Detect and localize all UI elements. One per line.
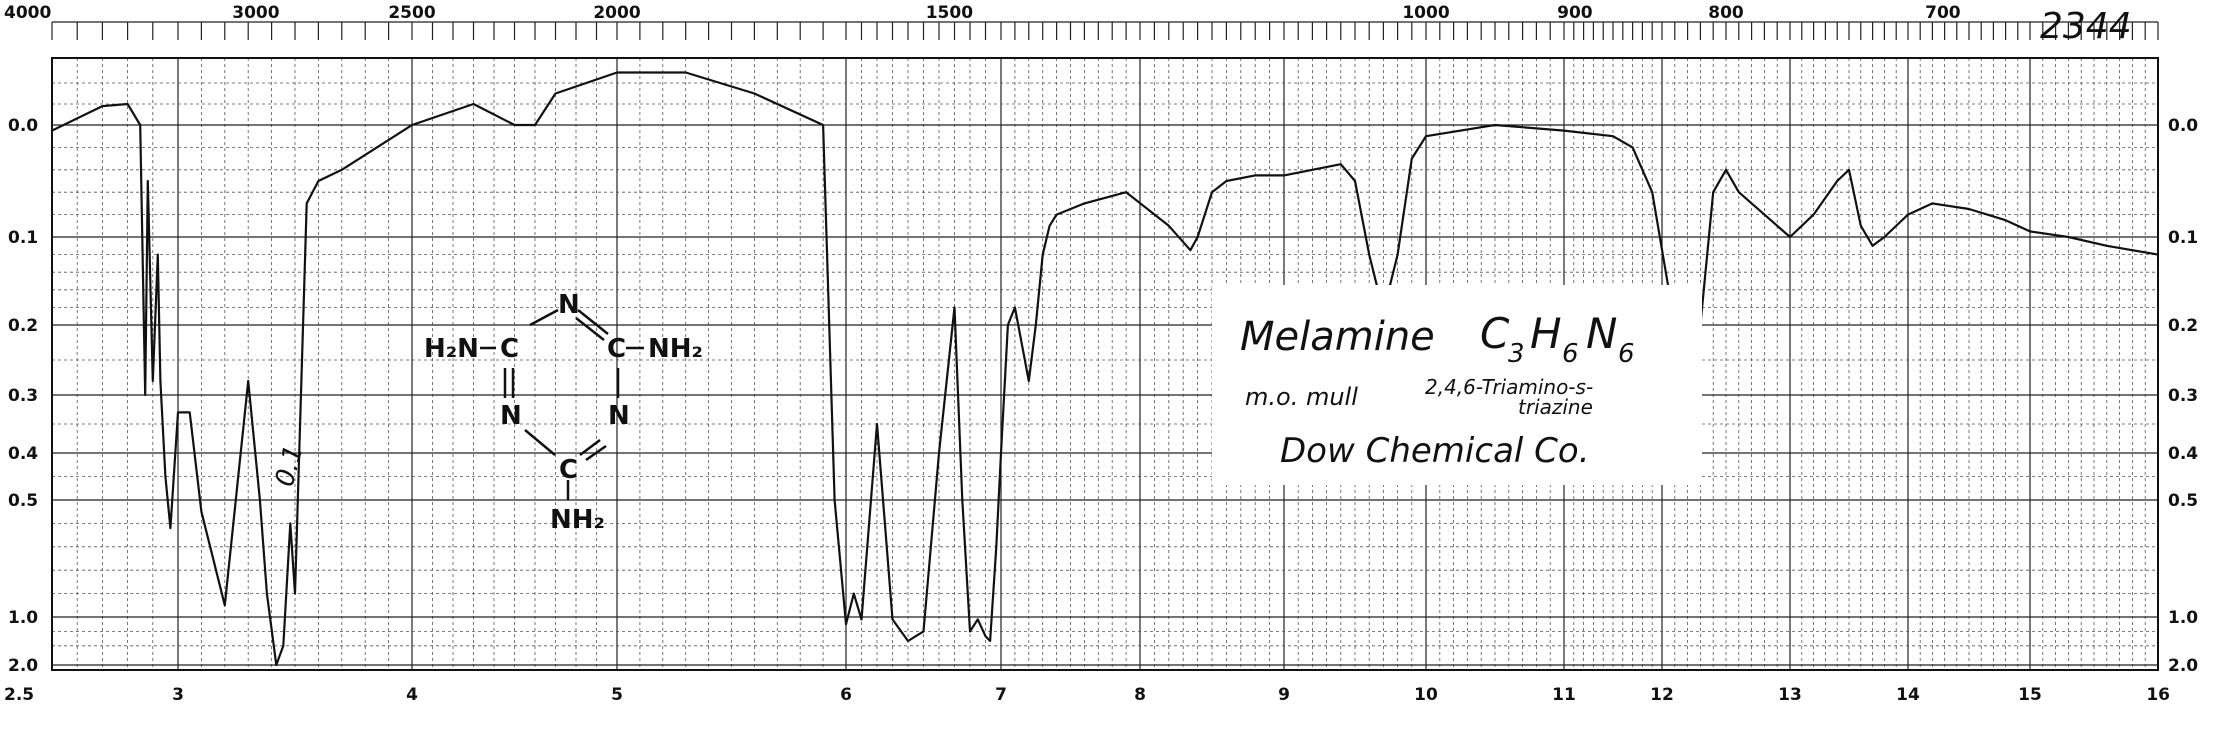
structure-n-right: N (608, 401, 630, 431)
y-tick-label-right: 0.5 (2168, 491, 2198, 511)
structure-n-left: N (500, 401, 522, 431)
source-company: Dow Chemical Co. (1280, 431, 1590, 471)
y-tick-label-left: 0.5 (8, 491, 38, 511)
x-tick-label: 15 (2018, 685, 2042, 705)
x-tick-label: 3 (172, 685, 184, 705)
melamine-structure: H₂N C N C NH₂ N N C NH₂ (424, 290, 703, 535)
y-tick-label-left: 0.1 (8, 228, 38, 248)
structure-c-bottom: C (559, 455, 578, 485)
structure-nh2-bottom: NH₂ (550, 505, 605, 535)
y-tick-label-right: 0.0 (2168, 116, 2198, 136)
bond (577, 309, 609, 335)
y-tick-label-right: 1.0 (2168, 608, 2198, 628)
x-axis-top: 4000 3000 2500 2000 1500 1000 900 800 700 (4, 3, 1961, 23)
synonym-line1: 2,4,6-Triamino-s- (1425, 375, 1593, 399)
formula-n-sub: 6 (1618, 339, 1635, 369)
top-tick-label: 1500 (926, 3, 973, 23)
y-tick-label-right: 2.0 (2168, 656, 2198, 676)
label-card (1212, 285, 1702, 485)
y-tick-label-left: 0.2 (8, 316, 38, 336)
x-tick-label: 9 (1278, 685, 1290, 705)
top-tick-label: 2000 (593, 3, 640, 23)
x-tick-label: 12 (1650, 685, 1674, 705)
structure-nh2-right: NH₂ (648, 334, 703, 364)
bond (579, 439, 601, 456)
x-tick-label: 8 (1134, 685, 1146, 705)
x-tick-label: 11 (1552, 685, 1576, 705)
top-tick-label: 700 (1925, 3, 1961, 23)
y-tick-label-left: 2.0 (8, 656, 38, 676)
top-tick-label: 1000 (1402, 3, 1449, 23)
formula-n: N (1586, 309, 1617, 358)
x-axis-bottom: 2.5 3 4 5 6 7 8 9 10 11 12 13 14 15 16 (4, 685, 2170, 705)
top-tick-label: 900 (1557, 3, 1593, 23)
structure-h2n-left: H₂N (424, 334, 479, 364)
y-tick-label-right: 0.4 (2168, 444, 2198, 464)
x-tick-label: 6 (840, 685, 852, 705)
spectrum-number: 2344 (2040, 6, 2132, 47)
formula-h: H (1530, 309, 1562, 358)
x-tick-label: 4 (406, 685, 418, 705)
spectrum-series (51, 71, 2159, 667)
x-tick-label: 7 (995, 685, 1007, 705)
top-ruler (51, 21, 2159, 40)
sensitivity-mark: 0.1 (270, 442, 310, 490)
x-tick-label: 5 (611, 685, 623, 705)
bond (524, 429, 556, 456)
structure-n-top: N (558, 290, 580, 320)
formula-c-sub: 3 (1508, 339, 1525, 369)
y-tick-label-left: 1.0 (8, 608, 38, 628)
formula-h-sub: 6 (1562, 339, 1579, 369)
top-tick-label: 800 (1708, 3, 1744, 23)
x-tick-label: 10 (1414, 685, 1438, 705)
bond (585, 444, 607, 462)
y-tick-label-left: 0.4 (8, 444, 38, 464)
synonym-line2: triazine (1518, 395, 1593, 419)
y-tick-label-right: 0.3 (2168, 386, 2198, 406)
plot-frame (51, 57, 2159, 671)
y-tick-label-left: 0.0 (8, 116, 38, 136)
formula-c: C (1480, 309, 1510, 358)
y-tick-label-left: 0.3 (8, 386, 38, 406)
top-tick-label: 2500 (388, 3, 435, 23)
x-tick-label: 13 (1778, 685, 1802, 705)
bond (529, 308, 559, 327)
top-tick-label: 4000 (4, 3, 51, 23)
compound-name: Melamine (1240, 314, 1435, 360)
x-tick-label: 2.5 (4, 685, 34, 705)
y-axis-right: 0.0 0.1 0.2 0.3 0.4 0.5 1.0 2.0 (2168, 116, 2198, 676)
y-tick-label-right: 0.1 (2168, 228, 2198, 248)
grid (51, 58, 2159, 670)
x-tick-label: 14 (1896, 685, 1920, 705)
sample-prep: m.o. mull (1245, 383, 1358, 411)
label-card-text: Melamine C 3 H 6 N 6 m.o. mull 2,4,6-Tri… (1240, 309, 1635, 471)
structure-c-right: C (607, 334, 626, 364)
spectrum-line (51, 71, 2159, 667)
x-tick-label: 16 (2146, 685, 2170, 705)
top-tick-label: 3000 (232, 3, 279, 23)
y-tick-label-right: 0.2 (2168, 316, 2198, 336)
bond (575, 317, 605, 341)
structure-c-left: C (500, 334, 519, 364)
y-axis-left: 0.0 0.1 0.2 0.3 0.4 0.5 1.0 2.0 (8, 116, 38, 676)
